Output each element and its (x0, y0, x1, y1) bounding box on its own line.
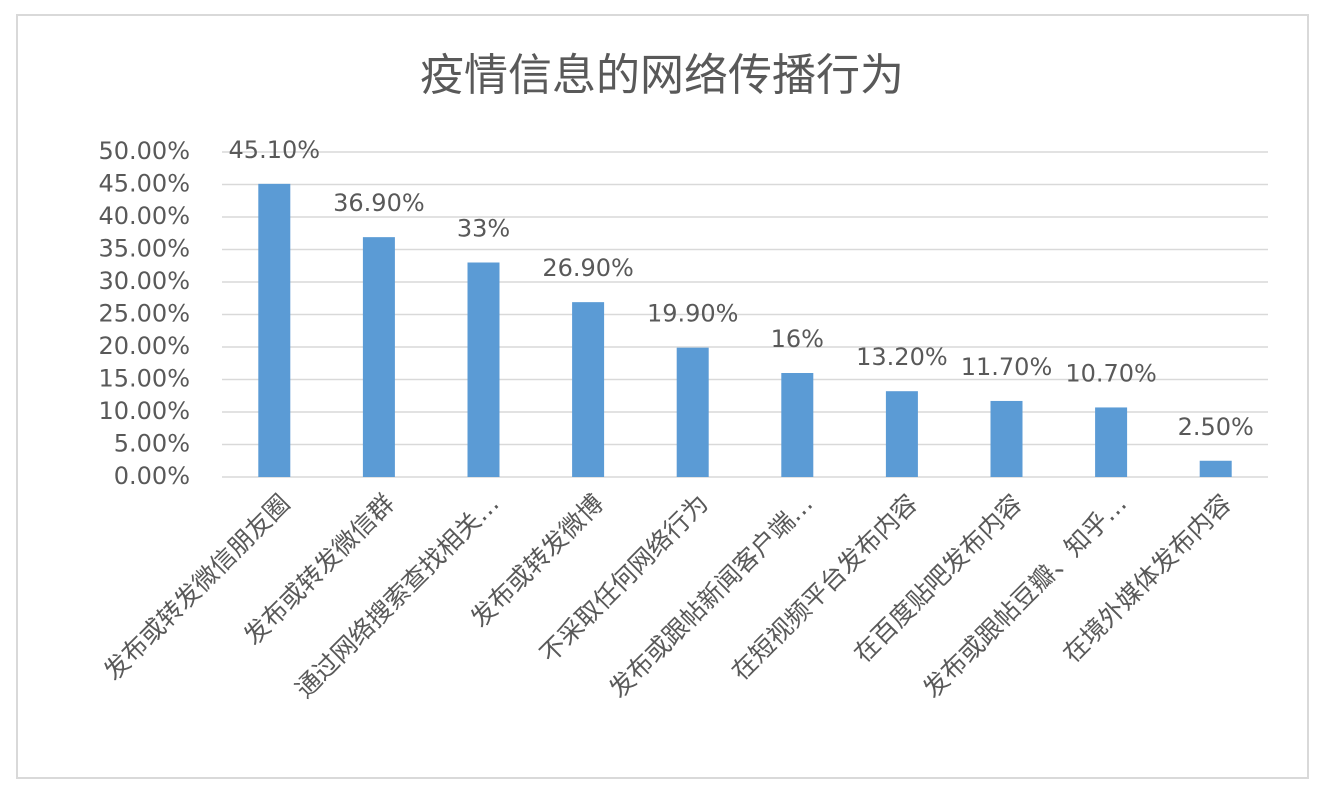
y-tick-label: 10.00% (98, 397, 190, 425)
value-label: 33% (457, 215, 510, 243)
chart-title: 疫情信息的网络传播行为 (420, 50, 904, 101)
y-tick-label: 20.00% (98, 332, 190, 360)
y-tick-label: 0.00% (114, 462, 190, 490)
y-tick-label: 45.00% (98, 170, 190, 198)
value-label: 26.90% (542, 254, 634, 282)
chart-border (16, 14, 1309, 779)
bar (781, 373, 814, 477)
bar (1095, 407, 1128, 477)
y-tick-label: 40.00% (98, 202, 190, 230)
bar (676, 347, 709, 477)
bar (1199, 460, 1232, 477)
value-label: 16% (771, 325, 824, 353)
value-label: 36.90% (333, 189, 425, 217)
y-tick-label: 15.00% (98, 365, 190, 393)
bar (362, 237, 395, 477)
bar (990, 400, 1023, 477)
y-tick-label: 30.00% (98, 267, 190, 295)
y-tick-label: 25.00% (98, 300, 190, 328)
bar (885, 391, 918, 477)
bar (572, 302, 605, 477)
value-label: 19.90% (647, 300, 739, 328)
y-tick-label: 35.00% (98, 235, 190, 263)
bar (258, 183, 291, 477)
bar (467, 262, 500, 477)
value-label: 45.10% (229, 136, 321, 164)
value-label: 10.70% (1065, 359, 1157, 387)
y-tick-label: 5.00% (114, 430, 190, 458)
value-label: 2.50% (1178, 413, 1254, 441)
value-label: 11.70% (961, 353, 1053, 381)
y-tick-label: 50.00% (98, 137, 190, 165)
value-label: 13.20% (856, 343, 948, 371)
